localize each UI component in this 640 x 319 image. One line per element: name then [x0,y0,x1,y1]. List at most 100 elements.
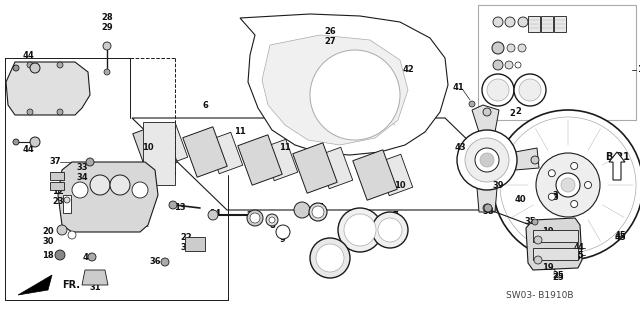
Circle shape [57,225,67,235]
Circle shape [110,175,130,195]
Circle shape [13,139,19,145]
Circle shape [276,225,290,239]
Text: 10: 10 [394,181,406,189]
Text: 27: 27 [324,38,336,47]
Text: 24: 24 [246,211,258,219]
Polygon shape [58,162,158,232]
Circle shape [55,250,65,260]
Polygon shape [477,188,497,212]
Text: 42: 42 [402,65,414,75]
Text: 22: 22 [180,234,192,242]
Circle shape [57,62,63,68]
Text: 25: 25 [552,271,564,279]
Circle shape [483,108,491,116]
Circle shape [487,79,509,101]
Circle shape [266,214,278,226]
Circle shape [310,50,400,140]
Polygon shape [238,135,282,185]
Circle shape [482,74,514,106]
Circle shape [104,69,110,75]
Circle shape [88,253,96,261]
Text: 41: 41 [452,84,464,93]
Circle shape [514,74,546,106]
Circle shape [90,175,110,195]
Text: 2: 2 [515,108,521,116]
Text: 23: 23 [52,197,64,206]
Text: 28: 28 [101,13,113,23]
Text: 31: 31 [89,283,101,292]
Bar [478,5,636,120]
Circle shape [505,17,515,27]
Circle shape [247,210,263,226]
Circle shape [571,162,578,169]
Circle shape [30,137,40,147]
Text: 3: 3 [552,192,558,202]
Text: 11: 11 [279,144,291,152]
Polygon shape [183,127,227,177]
Text: 14: 14 [209,209,221,218]
Circle shape [378,218,402,242]
Bar [185,237,205,251]
Circle shape [507,44,515,52]
Circle shape [556,173,580,197]
Text: 7: 7 [392,211,398,219]
Bar [541,16,553,32]
Circle shape [457,130,517,190]
Circle shape [161,258,169,266]
Circle shape [132,182,148,198]
Text: 21: 21 [89,272,101,281]
Circle shape [13,65,19,71]
Text: 19: 19 [542,227,554,236]
Text: 19: 19 [542,263,554,272]
Polygon shape [143,122,175,185]
Circle shape [519,79,541,101]
Text: 4: 4 [574,243,580,253]
Text: 2: 2 [509,108,515,117]
Text: 5: 5 [574,253,580,262]
Circle shape [27,62,33,68]
Polygon shape [262,139,298,181]
Polygon shape [472,105,499,132]
Bar [63,195,71,213]
Text: 38: 38 [483,207,493,217]
Circle shape [309,203,327,221]
Circle shape [534,236,542,244]
Circle shape [480,153,494,167]
Polygon shape [353,150,397,200]
Polygon shape [6,62,90,115]
Bar [50,172,64,180]
Circle shape [338,208,382,252]
Circle shape [536,153,600,217]
Text: 17: 17 [312,203,324,211]
Circle shape [493,17,503,27]
Circle shape [571,201,578,208]
Bar [533,230,578,242]
Text: 16: 16 [324,263,336,271]
Text: 18: 18 [42,250,54,259]
Text: 37: 37 [49,158,61,167]
Circle shape [534,256,542,264]
Bar [533,248,578,260]
Circle shape [310,238,350,278]
Circle shape [344,214,376,246]
Circle shape [515,62,521,68]
Polygon shape [262,35,408,145]
Text: 43: 43 [454,144,466,152]
Circle shape [548,170,556,177]
Text: 30: 30 [42,238,54,247]
Circle shape [548,193,556,200]
Text: 36: 36 [149,257,161,266]
Bar [528,16,540,32]
Text: 3: 3 [552,190,558,199]
Circle shape [532,219,538,225]
Circle shape [27,109,33,115]
Text: 39: 39 [492,181,504,189]
Circle shape [493,60,503,70]
Text: 32: 32 [180,242,192,251]
Polygon shape [240,14,448,155]
Circle shape [561,178,575,192]
Circle shape [484,204,492,212]
Text: 26: 26 [324,27,336,36]
Bar [50,182,64,190]
Circle shape [250,213,260,223]
